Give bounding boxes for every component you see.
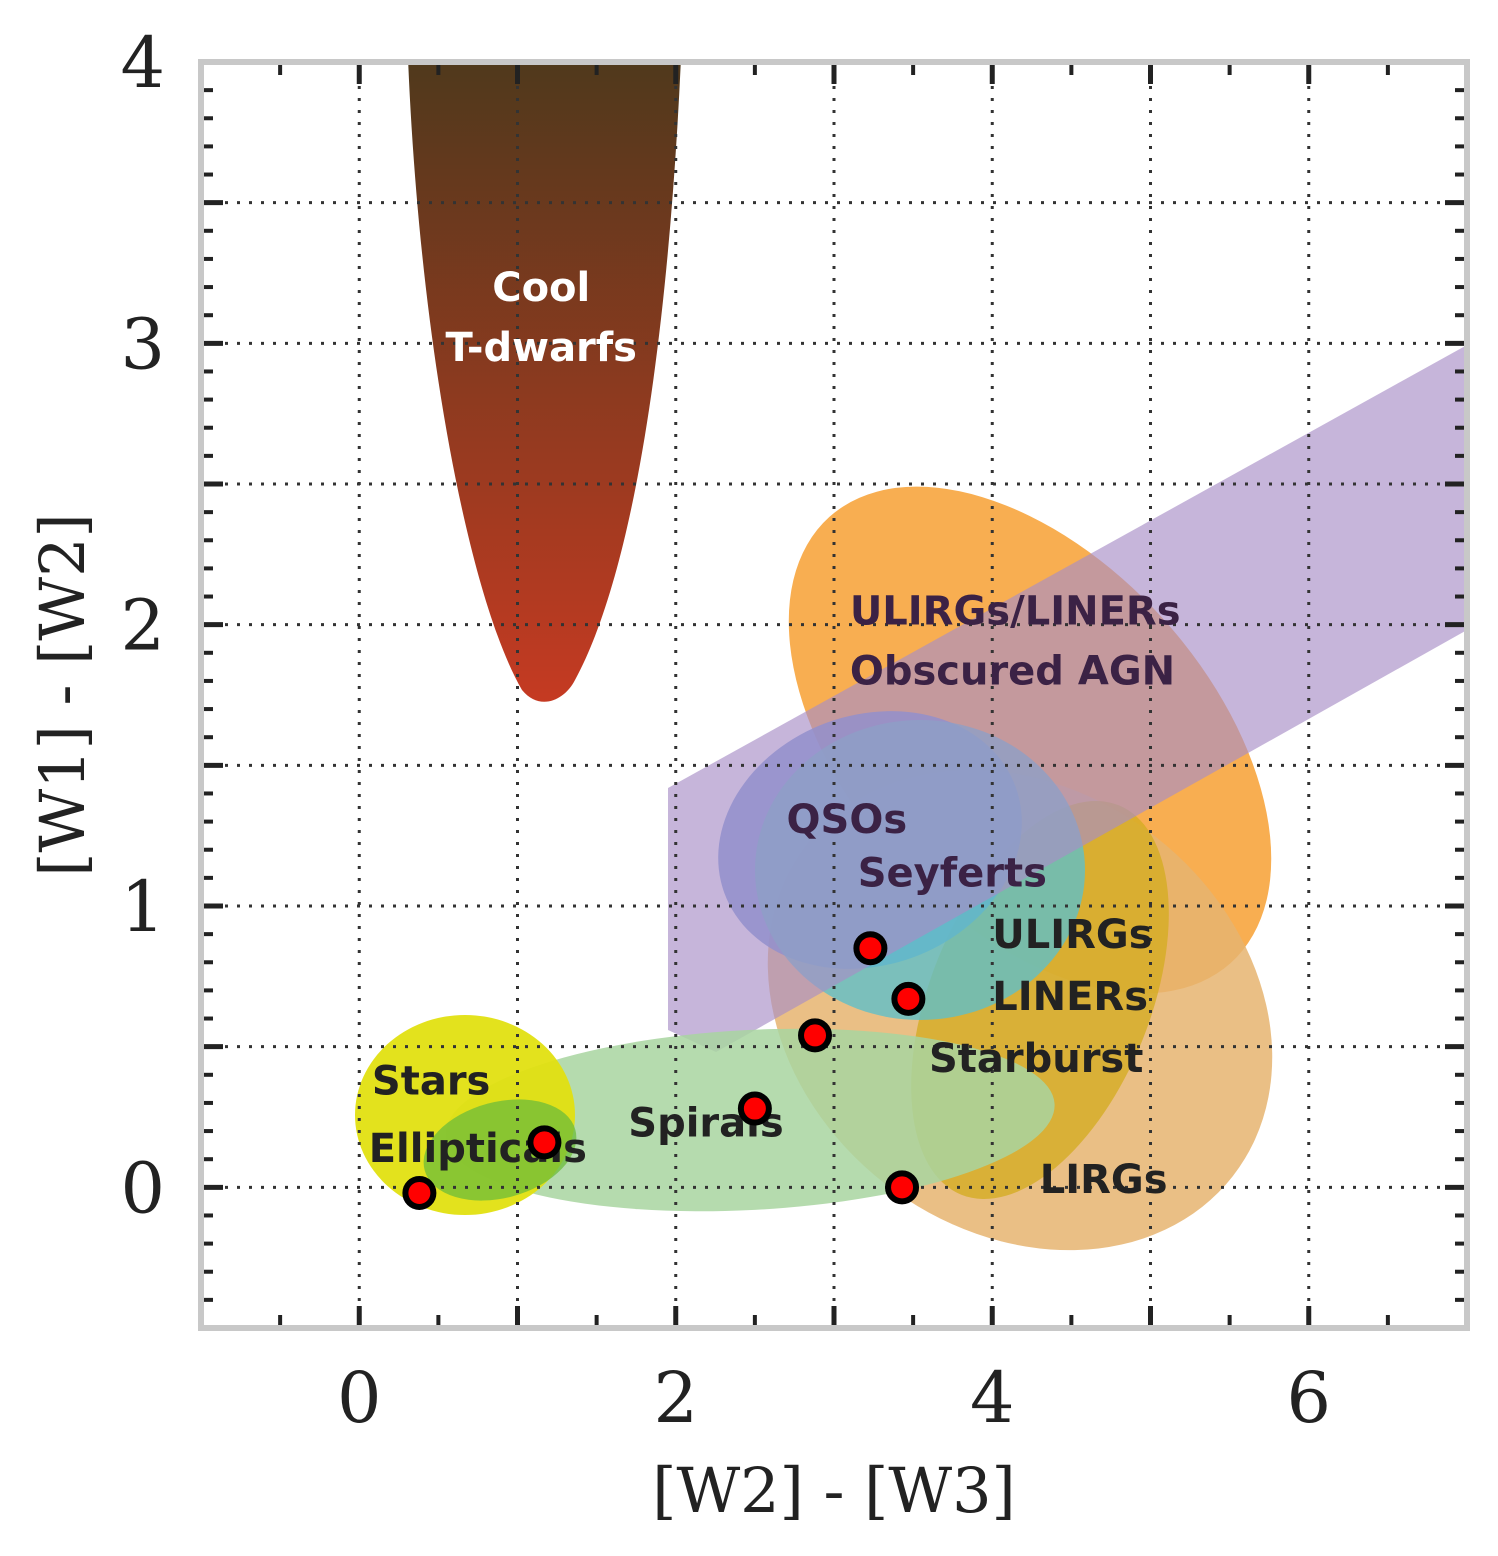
tick-labels: 0 2 4 6 0 1 2 3 4 [120, 22, 1331, 1439]
data-point [402, 1175, 437, 1210]
region-label-ulirgs-liners-obscured-agn: ULIRGs/LINERs [850, 589, 1181, 635]
region-agn-wedge [668, 345, 1467, 1052]
y-tick-label: 1 [120, 866, 165, 948]
region-label-ulirgs-liners-obscured-agn: Obscured AGN [850, 649, 1175, 695]
data-point [853, 931, 888, 966]
region-label-liners: LINERs [992, 974, 1148, 1020]
data-points [402, 931, 926, 1210]
plot-frame [198, 59, 1470, 1331]
region-label-qsos: QSOs [787, 797, 908, 843]
region-label-stars: Stars [372, 1058, 490, 1104]
y-tick-label: 3 [120, 303, 165, 385]
region-label-lirgs: LIRGs [1040, 1157, 1168, 1203]
x-axis-label: [W2] - [W3] [652, 1454, 1015, 1527]
y-axis-label: [W1] - [W2] [26, 513, 99, 876]
region-ellipticals [423, 1099, 577, 1201]
data-point [737, 1091, 772, 1126]
region-cool-t-dwarfs [408, 62, 681, 702]
y-tick-label: 4 [120, 22, 165, 104]
regions-layer [355, 62, 1467, 1251]
x-tick-label: 4 [970, 1357, 1015, 1439]
y-tick-label: 0 [120, 1147, 165, 1229]
x-tick-label: 2 [653, 1357, 698, 1439]
x-tick-label: 6 [1286, 1357, 1331, 1439]
region-label-starburst: Starburst [929, 1036, 1143, 1082]
x-tick-label: 0 [337, 1357, 382, 1439]
y-tick-label: 2 [120, 585, 165, 667]
region-label-cool-t-dwarfs: Cool [492, 265, 590, 311]
data-point [527, 1125, 562, 1160]
data-point [891, 981, 926, 1016]
region-label-cool-t-dwarfs: T-dwarfs [445, 325, 637, 371]
region-label-seyferts: Seyferts [858, 850, 1047, 896]
region-label-ulirgs: ULIRGs [992, 912, 1152, 958]
data-point [885, 1170, 920, 1205]
data-point [798, 1018, 833, 1053]
